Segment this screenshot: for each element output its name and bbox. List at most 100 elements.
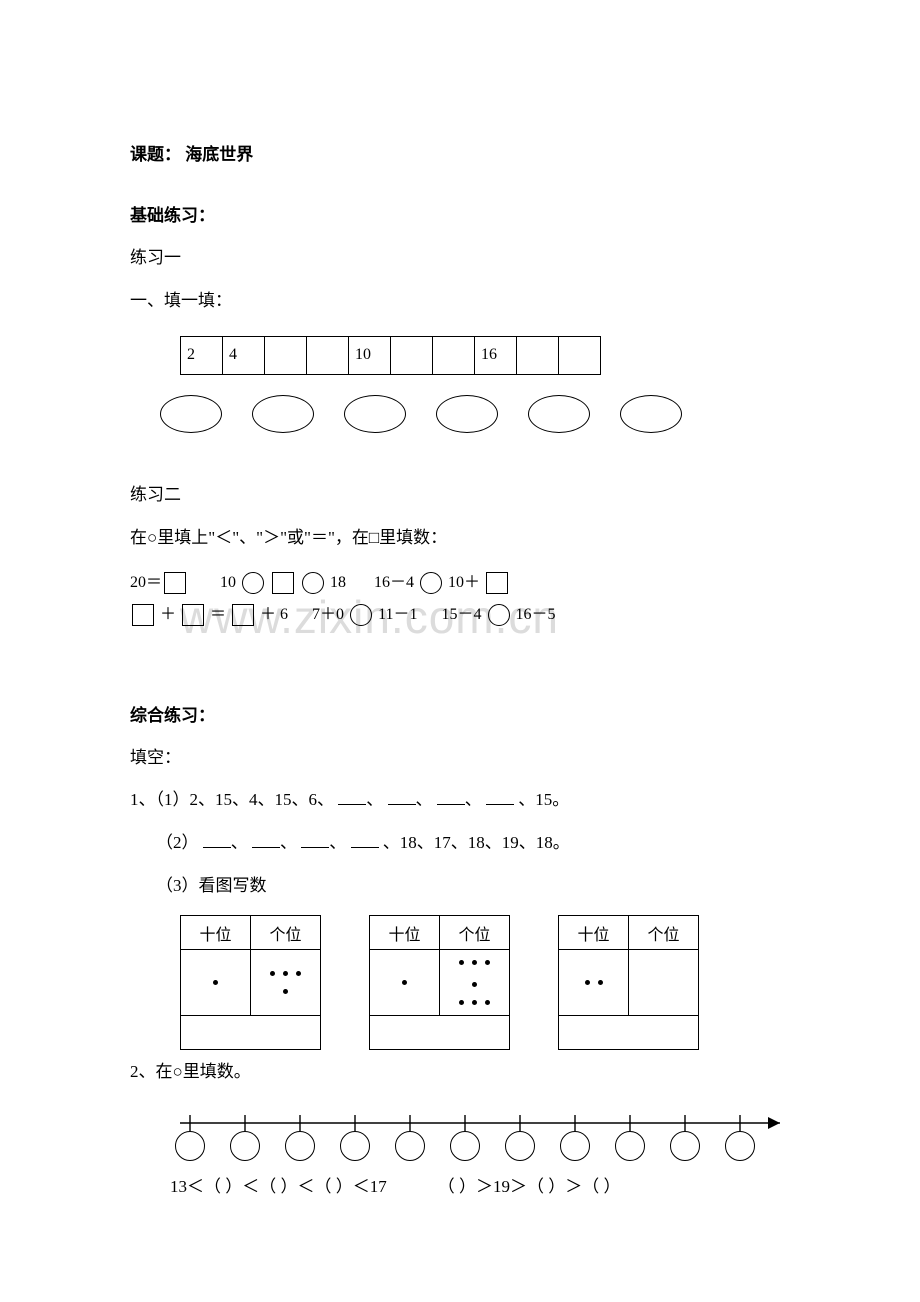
equation-row-2: ＋ ＝ ＋ 6 7＋0 11－1 15－4 16－5 [130, 599, 790, 631]
title-label: 课题： [130, 145, 181, 164]
dot-icon [213, 980, 218, 985]
equation-row-1: 20＝ 10 18 16－4 10＋ [130, 567, 790, 599]
number-line-circle [230, 1131, 260, 1161]
square-blank [132, 604, 154, 626]
dot-icon [472, 982, 477, 987]
dot-icon [598, 980, 603, 985]
q2b-text: （ ）＞19＞（ ）＞（ ） [438, 1177, 621, 1196]
title-text: 海底世界 [185, 145, 253, 164]
underline-blank [437, 791, 465, 805]
circle-blank [242, 572, 264, 594]
seq-cell [391, 336, 433, 374]
circle-blank [350, 604, 372, 626]
dot-icon [402, 980, 407, 985]
eq-text: 16－5 [516, 606, 556, 623]
dot-icon [283, 971, 288, 976]
seq-cell [559, 336, 601, 374]
exercise-2-instruction: 在○里填上"＜"、"＞"或"＝"，在□里填数： [130, 524, 790, 553]
underline-blank [301, 834, 329, 848]
sep: 、 [280, 833, 297, 852]
place-value-row: 十位个位 十位个位 [180, 915, 790, 1050]
number-line-circle [670, 1131, 700, 1161]
q1-2: （2） 、 、 、 、18、17、18、19、18。 [130, 829, 790, 858]
sep: 、 [465, 790, 482, 809]
dot-icon [472, 1000, 477, 1005]
number-line-circle [395, 1131, 425, 1161]
seq-cell: 16 [475, 336, 517, 374]
dot-icon [585, 980, 590, 985]
q1-tail: 、15。 [518, 790, 569, 809]
number-line-circle [505, 1131, 535, 1161]
underline-blank [486, 791, 514, 805]
underline-blank [252, 834, 280, 848]
eq-text: 20＝ [130, 574, 162, 591]
square-blank [486, 572, 508, 594]
lesson-title: 课题： 海底世界 [130, 140, 790, 165]
q1b-text: （2） [156, 833, 199, 852]
eq-text: 7＋0 [312, 606, 344, 623]
circle-blank [488, 604, 510, 626]
dot-icon [296, 971, 301, 976]
q2-label: 2、在○里填数。 [130, 1058, 790, 1087]
number-line [170, 1103, 800, 1173]
dot-icon [270, 971, 275, 976]
number-line-circle [725, 1131, 755, 1161]
square-blank [164, 572, 186, 594]
pv-tens-cell [370, 950, 440, 1016]
place-value-table: 十位个位 [180, 915, 321, 1050]
sequence-table: 2 4 10 16 [180, 336, 601, 375]
place-value-table: 十位个位 [558, 915, 699, 1050]
square-blank [272, 572, 294, 594]
eq-text: 10＋ [448, 574, 480, 591]
dot-icon [283, 989, 288, 994]
pv-tens-header: 十位 [559, 916, 629, 950]
number-line-svg [170, 1103, 800, 1173]
seq-cell [433, 336, 475, 374]
pv-ones-header: 个位 [629, 916, 699, 950]
pv-tens-header: 十位 [181, 916, 251, 950]
eq-text: 15－4 [441, 606, 481, 623]
number-line-circle [285, 1131, 315, 1161]
eq-text: 16－4 [374, 574, 414, 591]
eq-text: ＋ 6 [260, 606, 288, 623]
seq-cell [517, 336, 559, 374]
pv-tens-cell [559, 950, 629, 1016]
pv-ones-cell [251, 950, 321, 1016]
q1-text: 1、（1）2、15、4、15、6、 [130, 790, 334, 809]
square-blank [232, 604, 254, 626]
ellipse-blank [160, 395, 222, 433]
dot-icon [472, 960, 477, 965]
pv-answer-cell [181, 1016, 321, 1050]
pv-answer-cell [370, 1016, 510, 1050]
seq-cell [265, 336, 307, 374]
eq-text: 18 [330, 574, 346, 591]
sep: 、 [366, 790, 383, 809]
square-blank [182, 604, 204, 626]
ellipse-blank [528, 395, 590, 433]
ellipse-blank [620, 395, 682, 433]
eq-text: 11－1 [378, 606, 417, 623]
underline-blank [351, 834, 379, 848]
number-line-circle [560, 1131, 590, 1161]
pv-ones-cell [629, 950, 699, 1016]
sep: 、 [231, 833, 248, 852]
sep: 、 [416, 790, 433, 809]
q2-inequalities: 13＜（ ）＜（ ）＜（ ）＜17 （ ）＞19＞（ ）＞（ ） [170, 1173, 790, 1202]
circle-blank [420, 572, 442, 594]
eq-text: ＝ [210, 606, 226, 623]
dot-icon [485, 960, 490, 965]
ellipse-blank [252, 395, 314, 433]
eq-text: ＋ [160, 606, 176, 623]
q1-3: （3）看图写数 [130, 872, 790, 901]
dot-icon [459, 960, 464, 965]
number-line-circle [340, 1131, 370, 1161]
fill-head: 填空： [130, 744, 790, 773]
exercise-1-sub: 一、填一填： [130, 287, 790, 316]
ellipse-blank [344, 395, 406, 433]
dot-icon [459, 1000, 464, 1005]
place-value-table: 十位个位 [369, 915, 510, 1050]
pv-ones-header: 个位 [440, 916, 510, 950]
section-comprehensive-head: 综合练习： [130, 701, 790, 726]
seq-cell: 4 [223, 336, 265, 374]
exercise-1-label: 练习一 [130, 244, 790, 273]
